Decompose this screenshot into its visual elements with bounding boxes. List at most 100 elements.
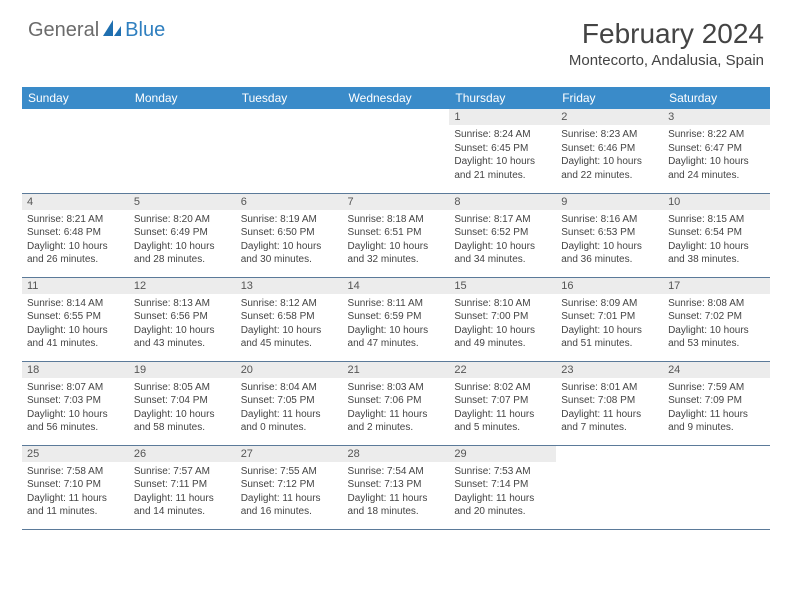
calendar-week-row: 4Sunrise: 8:21 AMSunset: 6:48 PMDaylight… <box>22 193 770 277</box>
day-details: Sunrise: 8:17 AMSunset: 6:52 PMDaylight:… <box>449 210 556 269</box>
header: General Blue February 2024 Montecorto, A… <box>0 0 792 77</box>
sunset-line: Sunset: 7:05 PM <box>241 394 338 408</box>
daylight-line: Daylight: 11 hours and 5 minutes. <box>454 408 551 435</box>
sunrise-line: Sunrise: 8:21 AM <box>27 213 124 227</box>
sunrise-line: Sunrise: 7:53 AM <box>454 465 551 479</box>
calendar-cell <box>663 445 770 529</box>
daylight-line: Daylight: 10 hours and 36 minutes. <box>561 240 658 267</box>
logo: General Blue <box>28 18 165 43</box>
daylight-line: Daylight: 10 hours and 47 minutes. <box>348 324 445 351</box>
day-number: 22 <box>449 362 556 378</box>
sunset-line: Sunset: 7:13 PM <box>348 478 445 492</box>
daylight-line: Daylight: 10 hours and 24 minutes. <box>668 155 765 182</box>
calendar-cell: 11Sunrise: 8:14 AMSunset: 6:55 PMDayligh… <box>22 277 129 361</box>
sunrise-line: Sunrise: 8:05 AM <box>134 381 231 395</box>
calendar-cell: 9 Sunrise: 8:16 AMSunset: 6:53 PMDaylight… <box>556 193 663 277</box>
sunset-line: Sunset: 7:07 PM <box>454 394 551 408</box>
day-number: 23 <box>556 362 663 378</box>
calendar-week-row: 11Sunrise: 8:14 AMSunset: 6:55 PMDayligh… <box>22 277 770 361</box>
calendar-cell: 14Sunrise: 8:11 AMSunset: 6:59 PMDayligh… <box>343 277 450 361</box>
daylight-line: Daylight: 10 hours and 26 minutes. <box>27 240 124 267</box>
sunrise-line: Sunrise: 8:10 AM <box>454 297 551 311</box>
day-details: Sunrise: 8:08 AMSunset: 7:02 PMDaylight:… <box>663 294 770 353</box>
daylight-line: Daylight: 10 hours and 41 minutes. <box>27 324 124 351</box>
calendar-cell: 13Sunrise: 8:12 AMSunset: 6:58 PMDayligh… <box>236 277 343 361</box>
daylight-line: Daylight: 10 hours and 56 minutes. <box>27 408 124 435</box>
day-number: 8 <box>449 194 556 210</box>
sunset-line: Sunset: 6:51 PM <box>348 226 445 240</box>
calendar-cell: 3Sunrise: 8:22 AMSunset: 6:47 PMDaylight… <box>663 109 770 193</box>
sunrise-line: Sunrise: 8:23 AM <box>561 128 658 142</box>
calendar-week-row: 18Sunrise: 8:07 AMSunset: 7:03 PMDayligh… <box>22 361 770 445</box>
day-header: Tuesday <box>236 87 343 109</box>
day-details: Sunrise: 7:59 AMSunset: 7:09 PMDaylight:… <box>663 378 770 437</box>
day-details: Sunrise: 8:23 AMSunset: 6:46 PMDaylight:… <box>556 125 663 184</box>
calendar-cell: 27Sunrise: 7:55 AMSunset: 7:12 PMDayligh… <box>236 445 343 529</box>
day-number: 25 <box>22 446 129 462</box>
sunset-line: Sunset: 6:54 PM <box>668 226 765 240</box>
day-number: 3 <box>663 109 770 125</box>
sunset-line: Sunset: 6:56 PM <box>134 310 231 324</box>
daylight-line: Daylight: 10 hours and 38 minutes. <box>668 240 765 267</box>
sunrise-line: Sunrise: 8:18 AM <box>348 213 445 227</box>
daylight-line: Daylight: 11 hours and 7 minutes. <box>561 408 658 435</box>
calendar-cell: 1Sunrise: 8:24 AMSunset: 6:45 PMDaylight… <box>449 109 556 193</box>
calendar-table: SundayMondayTuesdayWednesdayThursdayFrid… <box>22 87 770 530</box>
day-details: Sunrise: 7:55 AMSunset: 7:12 PMDaylight:… <box>236 462 343 521</box>
sunset-line: Sunset: 7:03 PM <box>27 394 124 408</box>
day-details: Sunrise: 7:54 AMSunset: 7:13 PMDaylight:… <box>343 462 450 521</box>
sunset-line: Sunset: 7:06 PM <box>348 394 445 408</box>
daylight-line: Daylight: 10 hours and 45 minutes. <box>241 324 338 351</box>
sunset-line: Sunset: 6:55 PM <box>27 310 124 324</box>
calendar-cell <box>343 109 450 193</box>
daylight-line: Daylight: 11 hours and 16 minutes. <box>241 492 338 519</box>
calendar-cell: 25Sunrise: 7:58 AMSunset: 7:10 PMDayligh… <box>22 445 129 529</box>
calendar-cell: 16Sunrise: 8:09 AMSunset: 7:01 PMDayligh… <box>556 277 663 361</box>
sunset-line: Sunset: 6:58 PM <box>241 310 338 324</box>
sunset-line: Sunset: 7:04 PM <box>134 394 231 408</box>
calendar-cell: 22Sunrise: 8:02 AMSunset: 7:07 PMDayligh… <box>449 361 556 445</box>
daylight-line: Daylight: 10 hours and 58 minutes. <box>134 408 231 435</box>
sunrise-line: Sunrise: 7:57 AM <box>134 465 231 479</box>
calendar-cell <box>556 445 663 529</box>
day-number: 24 <box>663 362 770 378</box>
sunset-line: Sunset: 7:14 PM <box>454 478 551 492</box>
daylight-line: Daylight: 11 hours and 2 minutes. <box>348 408 445 435</box>
sunset-line: Sunset: 7:00 PM <box>454 310 551 324</box>
sunset-line: Sunset: 6:45 PM <box>454 142 551 156</box>
day-number: 13 <box>236 278 343 294</box>
day-details: Sunrise: 7:53 AMSunset: 7:14 PMDaylight:… <box>449 462 556 521</box>
sunrise-line: Sunrise: 8:15 AM <box>668 213 765 227</box>
day-details: Sunrise: 8:01 AMSunset: 7:08 PMDaylight:… <box>556 378 663 437</box>
sunset-line: Sunset: 7:10 PM <box>27 478 124 492</box>
day-number: 4 <box>22 194 129 210</box>
sunset-line: Sunset: 6:46 PM <box>561 142 658 156</box>
sunset-line: Sunset: 6:53 PM <box>561 226 658 240</box>
sunrise-line: Sunrise: 7:58 AM <box>27 465 124 479</box>
day-details: Sunrise: 8:15 AMSunset: 6:54 PMDaylight:… <box>663 210 770 269</box>
daylight-line: Daylight: 11 hours and 20 minutes. <box>454 492 551 519</box>
day-details: Sunrise: 7:58 AMSunset: 7:10 PMDaylight:… <box>22 462 129 521</box>
sunset-line: Sunset: 6:47 PM <box>668 142 765 156</box>
day-number: 10 <box>663 194 770 210</box>
calendar-cell: 7Sunrise: 8:18 AMSunset: 6:51 PMDaylight… <box>343 193 450 277</box>
sunset-line: Sunset: 7:12 PM <box>241 478 338 492</box>
day-details: Sunrise: 8:04 AMSunset: 7:05 PMDaylight:… <box>236 378 343 437</box>
calendar-cell: 26Sunrise: 7:57 AMSunset: 7:11 PMDayligh… <box>129 445 236 529</box>
sunrise-line: Sunrise: 8:13 AM <box>134 297 231 311</box>
day-number: 15 <box>449 278 556 294</box>
day-number: 2 <box>556 109 663 125</box>
calendar-cell: 28Sunrise: 7:54 AMSunset: 7:13 PMDayligh… <box>343 445 450 529</box>
day-number: 7 <box>343 194 450 210</box>
sunrise-line: Sunrise: 8:16 AM <box>561 213 658 227</box>
day-details: Sunrise: 8:24 AMSunset: 6:45 PMDaylight:… <box>449 125 556 184</box>
day-header: Thursday <box>449 87 556 109</box>
daylight-line: Daylight: 10 hours and 22 minutes. <box>561 155 658 182</box>
day-details: Sunrise: 8:05 AMSunset: 7:04 PMDaylight:… <box>129 378 236 437</box>
sunrise-line: Sunrise: 8:01 AM <box>561 381 658 395</box>
day-number: 9 <box>556 194 663 210</box>
day-details: Sunrise: 8:20 AMSunset: 6:49 PMDaylight:… <box>129 210 236 269</box>
day-details: Sunrise: 8:10 AMSunset: 7:00 PMDaylight:… <box>449 294 556 353</box>
calendar-cell: 21Sunrise: 8:03 AMSunset: 7:06 PMDayligh… <box>343 361 450 445</box>
day-header: Friday <box>556 87 663 109</box>
